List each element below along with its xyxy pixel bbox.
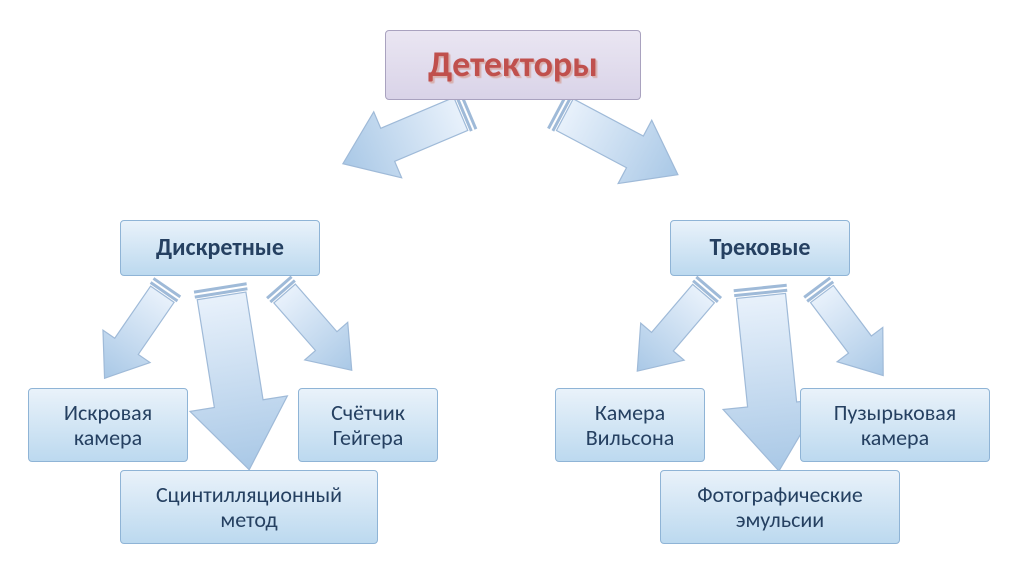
node-track: Трековые (670, 220, 850, 276)
node-scint: Сцинтилляционный метод (120, 470, 378, 544)
node-label: Трековые (710, 234, 811, 262)
node-label: Сцинтилляционный метод (156, 482, 342, 533)
diagram-stage: Детекторы Дискретные Трековые Искровая к… (0, 0, 1024, 574)
node-geiger: Счётчик Гейгера (298, 388, 438, 462)
node-spark: Искровая камера (28, 388, 188, 462)
node-label: Искровая камера (64, 400, 152, 451)
node-label: Детекторы (428, 44, 598, 85)
node-label: Фотографические эмульсии (697, 482, 863, 533)
node-wilson: Камера Вильсона (555, 388, 705, 462)
node-label: Дискретные (156, 234, 284, 262)
node-label: Пузырьковая камера (834, 400, 956, 451)
node-discrete: Дискретные (120, 220, 320, 276)
node-root: Детекторы (385, 30, 641, 100)
node-bubble: Пузырьковая камера (800, 388, 990, 462)
node-photo: Фотографические эмульсии (660, 470, 900, 544)
node-label: Камера Вильсона (586, 400, 675, 451)
node-label: Счётчик Гейгера (331, 400, 405, 451)
